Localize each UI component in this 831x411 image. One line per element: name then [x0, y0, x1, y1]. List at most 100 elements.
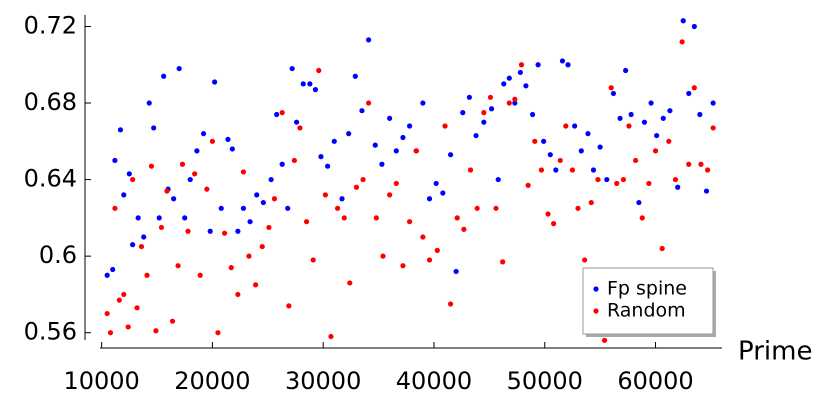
- point: [130, 176, 136, 183]
- point: [307, 81, 313, 87]
- point: [121, 291, 127, 298]
- point: [641, 119, 648, 125]
- point: [316, 67, 322, 74]
- point: [433, 180, 439, 187]
- point: [481, 119, 487, 125]
- point: [387, 192, 393, 198]
- x-tick-label: 40000: [396, 367, 472, 395]
- point: [666, 138, 672, 144]
- point: [703, 188, 710, 194]
- point: [259, 243, 265, 250]
- point: [406, 219, 413, 225]
- y-tick-label: 0.68: [24, 88, 77, 116]
- point: [406, 123, 413, 129]
- point: [126, 171, 132, 177]
- y-tick-label: 0.72: [24, 11, 77, 39]
- point: [518, 62, 525, 68]
- point: [158, 224, 165, 231]
- point: [182, 215, 188, 221]
- point: [620, 176, 627, 183]
- point: [207, 228, 213, 234]
- point: [353, 184, 360, 190]
- point: [648, 100, 654, 106]
- x-tick-label: 20000: [174, 367, 250, 395]
- point: [547, 152, 553, 158]
- point: [107, 330, 114, 336]
- point: [116, 297, 122, 303]
- point: [312, 87, 319, 93]
- point: [473, 132, 479, 139]
- point: [366, 37, 372, 43]
- point: [117, 127, 124, 133]
- point: [597, 144, 603, 150]
- point: [110, 266, 116, 273]
- point: [545, 211, 551, 217]
- point: [318, 154, 324, 160]
- point: [608, 85, 614, 91]
- x-tick-label: 50000: [507, 367, 583, 395]
- point: [632, 157, 639, 164]
- point: [197, 272, 203, 278]
- point: [474, 205, 480, 211]
- point: [578, 148, 584, 154]
- point: [104, 310, 110, 317]
- point: [710, 125, 716, 131]
- point: [146, 100, 152, 106]
- point: [529, 111, 536, 118]
- point: [426, 196, 433, 202]
- point: [125, 324, 131, 330]
- point: [617, 115, 623, 121]
- point: [426, 257, 433, 263]
- point: [200, 131, 207, 137]
- point: [569, 167, 576, 173]
- point: [268, 176, 274, 183]
- point: [461, 226, 467, 232]
- point: [660, 115, 666, 121]
- y-tick-label: 0.6: [39, 241, 77, 269]
- x-axis-label: Prime: [738, 337, 812, 367]
- point: [134, 305, 140, 311]
- point: [541, 138, 547, 144]
- point: [325, 163, 331, 169]
- point: [628, 111, 634, 118]
- point: [500, 259, 506, 265]
- point: [420, 234, 426, 240]
- point: [440, 190, 446, 196]
- point: [151, 125, 157, 131]
- point: [161, 73, 167, 79]
- point: [274, 111, 280, 118]
- x-tick-label: 30000: [285, 367, 361, 395]
- point: [185, 228, 191, 234]
- point: [112, 157, 118, 164]
- point: [138, 243, 145, 250]
- point: [171, 196, 177, 202]
- point: [495, 176, 501, 183]
- point: [104, 272, 110, 278]
- point: [400, 134, 406, 141]
- point: [235, 291, 241, 298]
- point: [379, 161, 385, 167]
- point: [164, 188, 170, 194]
- point: [453, 268, 459, 275]
- point: [130, 242, 136, 248]
- point: [169, 318, 176, 324]
- point: [659, 245, 665, 252]
- point: [235, 228, 241, 234]
- point: [253, 282, 259, 288]
- point: [176, 65, 182, 72]
- point: [636, 199, 642, 206]
- point: [112, 205, 118, 211]
- point: [672, 176, 679, 183]
- point: [654, 132, 660, 139]
- point: [559, 58, 566, 64]
- point: [135, 215, 141, 221]
- point: [279, 110, 285, 116]
- point: [179, 161, 186, 167]
- point: [501, 81, 507, 87]
- point: [393, 148, 399, 154]
- point: [506, 75, 512, 81]
- legend-label: Fp spine: [607, 278, 687, 300]
- point: [704, 167, 711, 173]
- point: [297, 125, 303, 131]
